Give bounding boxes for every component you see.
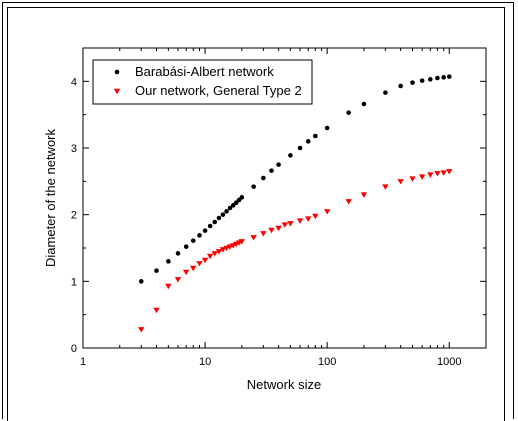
- data-point-series-1: [269, 168, 274, 173]
- data-point-series-2: [275, 225, 282, 232]
- data-point-series-1: [276, 162, 281, 167]
- legend-marker-series-1: [114, 69, 120, 75]
- data-point-series-2: [211, 251, 218, 257]
- x-tick-label: 100: [318, 356, 336, 368]
- y-axis-label: Diameter of the network: [43, 129, 58, 268]
- data-point-series-2: [206, 253, 214, 260]
- data-point-series-2: [196, 261, 203, 267]
- data-point-series-1: [202, 228, 208, 233]
- x-tick-label: 1: [80, 356, 86, 368]
- inner-frame: [7, 7, 505, 421]
- data-point-series-1: [175, 251, 181, 256]
- data-point-series-1: [251, 184, 256, 189]
- data-point-series-2: [138, 327, 145, 333]
- data-point-series-2: [238, 239, 246, 245]
- legend-box: [92, 59, 313, 105]
- data-point-series-1: [297, 145, 303, 151]
- data-point-series-2: [323, 209, 331, 215]
- data-point-series-1: [398, 83, 403, 89]
- data-point-series-2: [418, 174, 426, 180]
- data-points: [138, 74, 453, 333]
- data-point-series-1: [190, 238, 196, 243]
- data-point-series-2: [215, 249, 223, 255]
- data-point-series-2: [182, 269, 190, 276]
- y-tick-label: 4: [71, 76, 77, 88]
- data-point-series-1: [383, 90, 388, 95]
- x-tick-label: 10: [199, 356, 211, 368]
- plot-area-frame: [82, 47, 487, 349]
- data-point-series-1: [230, 203, 236, 208]
- data-point-series-1: [154, 268, 159, 273]
- data-point-series-2: [219, 247, 227, 253]
- x-axis-label: Network size: [247, 377, 321, 392]
- data-point-series-2: [223, 245, 230, 252]
- data-point-series-1: [428, 77, 433, 82]
- data-point-series-1: [207, 223, 213, 229]
- data-point-series-1: [212, 219, 218, 225]
- data-point-series-1: [227, 205, 233, 211]
- data-point-series-2: [382, 184, 389, 190]
- data-point-series-2: [287, 221, 294, 227]
- data-point-series-2: [190, 265, 197, 272]
- data-point-series-1: [324, 125, 330, 131]
- data-point-series-2: [312, 213, 319, 220]
- data-point-series-2: [427, 172, 434, 178]
- data-point-series-2: [250, 235, 257, 241]
- legend-label-series-2: Our network, General Type 2: [135, 83, 302, 98]
- data-point-series-1: [305, 139, 311, 144]
- data-point-series-2: [360, 192, 368, 198]
- data-point-series-1: [419, 78, 425, 83]
- data-point-series-1: [138, 279, 144, 284]
- data-point-series-2: [201, 257, 209, 264]
- data-point-series-2: [434, 171, 441, 177]
- x-tick-label: 1000: [437, 356, 461, 368]
- data-point-series-2: [296, 218, 304, 224]
- data-point-series-1: [197, 233, 202, 238]
- data-point-series-1: [216, 215, 222, 221]
- data-point-series-1: [220, 212, 226, 217]
- y-tick-label: 3: [71, 143, 77, 155]
- data-point-series-1: [361, 101, 367, 107]
- outer-frame: [2, 2, 514, 419]
- data-point-series-2: [281, 222, 289, 228]
- y-tick-label: 1: [71, 276, 77, 288]
- y-tick-label: 0: [71, 343, 77, 355]
- data-point-series-2: [397, 179, 404, 185]
- data-point-series-1: [435, 75, 440, 81]
- data-point-series-2: [409, 176, 416, 182]
- data-point-series-1: [166, 259, 171, 264]
- data-point-series-1: [446, 74, 452, 79]
- legend-marker-series-2: [113, 88, 121, 95]
- data-point-series-1: [441, 75, 446, 80]
- data-point-series-2: [268, 227, 275, 234]
- data-point-series-2: [165, 283, 172, 290]
- data-point-series-2: [345, 199, 352, 205]
- data-point-series-2: [440, 170, 447, 176]
- data-point-series-1: [410, 80, 415, 85]
- data-point-series-2: [153, 307, 160, 314]
- legend-label-series-1: Barabási-Albert network: [135, 64, 274, 79]
- axis-ticks: [82, 48, 487, 349]
- data-point-series-1: [261, 175, 266, 181]
- data-point-series-2: [305, 216, 312, 222]
- y-tick-label: 2: [71, 210, 77, 222]
- data-point-series-1: [313, 133, 318, 139]
- legend: Barabási-Albert network Our network, Gen…: [92, 59, 313, 105]
- data-point-series-1: [346, 110, 351, 115]
- data-point-series-1: [288, 153, 293, 158]
- data-point-series-1: [239, 195, 245, 200]
- data-point-series-1: [183, 244, 189, 249]
- data-point-series-1: [224, 209, 229, 214]
- data-point-series-2: [446, 169, 453, 175]
- data-point-series-2: [174, 277, 182, 283]
- data-point-series-2: [260, 231, 267, 237]
